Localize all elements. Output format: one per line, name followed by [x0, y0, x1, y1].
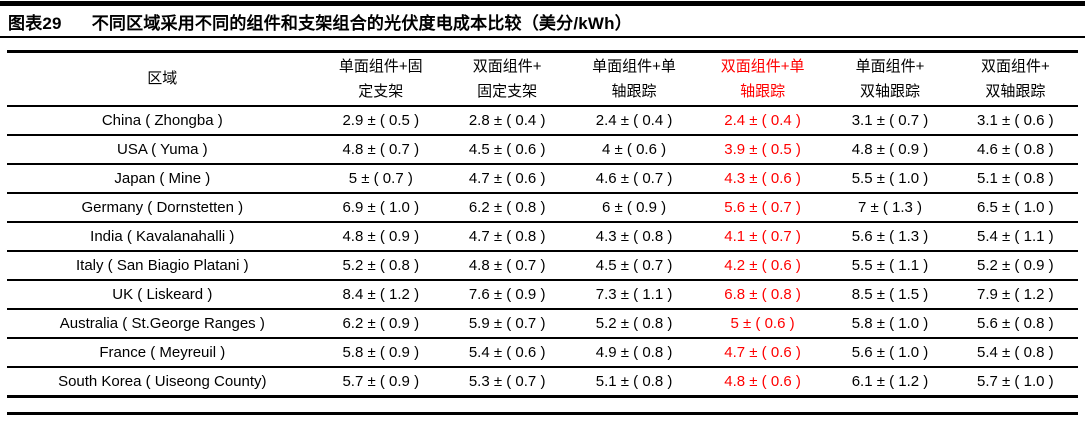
value-cell: 4.8 ± ( 0.7 ) [317, 134, 444, 165]
value-cell: 5.8 ± ( 0.9 ) [317, 337, 444, 368]
value-cell: 5.8 ± ( 1.0 ) [827, 308, 953, 339]
figure-title-row: 图表29 不同区域采用不同的组件和支架组合的光伏度电成本比较（美分/kWh） [8, 9, 1081, 34]
table-header-row: 区域 单面组件+固 定支架 双面组件+ 固定支架 单面组件+单 轴跟踪 双面组件… [7, 50, 1078, 107]
value-cell: 6.9 ± ( 1.0 ) [317, 192, 444, 223]
value-cell: 5.7 ± ( 0.9 ) [317, 366, 444, 398]
table-row-uk: UK ( Liskeard ) 8.4 ± ( 1.2 ) 7.6 ± ( 0.… [7, 279, 1078, 310]
value-cell-highlight: 5 ± ( 0.6 ) [697, 308, 828, 339]
value-cell-highlight: 4.3 ± ( 0.6 ) [697, 163, 828, 194]
table-row-italy: Italy ( San Biagio Platani ) 5.2 ± ( 0.8… [7, 250, 1078, 281]
col-header-bi-fixed: 双面组件+ 固定支架 [443, 50, 571, 107]
value-cell: 8.5 ± ( 1.5 ) [827, 279, 953, 310]
value-cell: 5 ± ( 0.7 ) [317, 163, 444, 194]
value-cell: 6.5 ± ( 1.0 ) [952, 192, 1078, 223]
value-cell: 5.6 ± ( 1.3 ) [827, 221, 953, 252]
table-row-japan: Japan ( Mine ) 5 ± ( 0.7 ) 4.7 ± ( 0.6 )… [7, 163, 1078, 194]
value-cell: 6.2 ± ( 0.8 ) [443, 192, 571, 223]
value-cell: 4.8 ± ( 0.9 ) [317, 221, 444, 252]
value-cell: 5.5 ± ( 1.1 ) [827, 250, 953, 281]
region-cell: South Korea ( Uiseong County) [7, 366, 318, 398]
value-cell-highlight: 5.6 ± ( 0.7 ) [697, 192, 828, 223]
value-cell: 5.1 ± ( 0.8 ) [570, 366, 698, 398]
value-cell: 4.5 ± ( 0.6 ) [443, 134, 571, 165]
region-cell: Germany ( Dornstetten ) [7, 192, 318, 223]
region-cell: India ( Kavalanahalli ) [7, 221, 318, 252]
value-cell: 4.6 ± ( 0.8 ) [952, 134, 1078, 165]
table-row-south-korea: South Korea ( Uiseong County) 5.7 ± ( 0.… [7, 366, 1078, 398]
table-row-france: France ( Meyreuil ) 5.8 ± ( 0.9 ) 5.4 ± … [7, 337, 1078, 368]
col-header-mono-dual-axis: 单面组件+ 双轴跟踪 [827, 50, 953, 107]
value-cell: 5.5 ± ( 1.0 ) [827, 163, 953, 194]
top-rule-divider [0, 1, 1085, 6]
value-cell: 2.9 ± ( 0.5 ) [317, 105, 444, 136]
table-row-germany: Germany ( Dornstetten ) 6.9 ± ( 1.0 ) 6.… [7, 192, 1078, 223]
value-cell: 5.6 ± ( 1.0 ) [827, 337, 953, 368]
bottom-rule-divider [7, 412, 1078, 415]
region-cell: USA ( Yuma ) [7, 134, 318, 165]
table-row-australia: Australia ( St.George Ranges ) 6.2 ± ( 0… [7, 308, 1078, 339]
value-cell: 2.8 ± ( 0.4 ) [443, 105, 571, 136]
region-cell: France ( Meyreuil ) [7, 337, 318, 368]
value-cell: 8.4 ± ( 1.2 ) [317, 279, 444, 310]
table-row-china: China ( Zhongba ) 2.9 ± ( 0.5 ) 2.8 ± ( … [7, 105, 1078, 136]
value-cell: 5.4 ± ( 0.8 ) [952, 337, 1078, 368]
value-cell: 3.1 ± ( 0.6 ) [952, 105, 1078, 136]
value-cell: 5.2 ± ( 0.9 ) [952, 250, 1078, 281]
value-cell-highlight: 4.1 ± ( 0.7 ) [697, 221, 828, 252]
value-cell-highlight: 3.9 ± ( 0.5 ) [697, 134, 828, 165]
region-cell: Japan ( Mine ) [7, 163, 318, 194]
value-cell: 5.2 ± ( 0.8 ) [317, 250, 444, 281]
value-cell: 3.1 ± ( 0.7 ) [827, 105, 953, 136]
value-cell: 7.6 ± ( 0.9 ) [443, 279, 571, 310]
value-cell: 2.4 ± ( 0.4 ) [570, 105, 698, 136]
value-cell-highlight: 2.4 ± ( 0.4 ) [697, 105, 828, 136]
region-cell: UK ( Liskeard ) [7, 279, 318, 310]
value-cell: 7 ± ( 1.3 ) [827, 192, 953, 223]
region-cell: China ( Zhongba ) [7, 105, 318, 136]
table-row-usa: USA ( Yuma ) 4.8 ± ( 0.7 ) 4.5 ± ( 0.6 )… [7, 134, 1078, 165]
value-cell: 4.7 ± ( 0.6 ) [443, 163, 571, 194]
col-header-bi-single-axis: 双面组件+单 轴跟踪 [697, 50, 828, 107]
region-cell: Italy ( San Biagio Platani ) [7, 250, 318, 281]
value-cell: 4.5 ± ( 0.7 ) [570, 250, 698, 281]
value-cell-highlight: 4.2 ± ( 0.6 ) [697, 250, 828, 281]
figure-title: 不同区域采用不同的组件和支架组合的光伏度电成本比较（美分/kWh） [91, 14, 632, 33]
title-underline-divider [0, 36, 1085, 38]
value-cell: 5.3 ± ( 0.7 ) [443, 366, 571, 398]
value-cell: 6.1 ± ( 1.2 ) [827, 366, 953, 398]
value-cell-highlight: 4.7 ± ( 0.6 ) [697, 337, 828, 368]
region-cell: Australia ( St.George Ranges ) [7, 308, 318, 339]
col-header-region: 区域 [7, 50, 318, 107]
value-cell: 4.7 ± ( 0.8 ) [443, 221, 571, 252]
value-cell-highlight: 6.8 ± ( 0.8 ) [697, 279, 828, 310]
value-cell: 4 ± ( 0.6 ) [570, 134, 698, 165]
value-cell: 5.4 ± ( 1.1 ) [952, 221, 1078, 252]
value-cell: 4.3 ± ( 0.8 ) [570, 221, 698, 252]
table-row-india: India ( Kavalanahalli ) 4.8 ± ( 0.9 ) 4.… [7, 221, 1078, 252]
value-cell: 7.3 ± ( 1.1 ) [570, 279, 698, 310]
value-cell: 5.4 ± ( 0.6 ) [443, 337, 571, 368]
value-cell-highlight: 4.8 ± ( 0.6 ) [697, 366, 828, 398]
value-cell: 4.8 ± ( 0.9 ) [827, 134, 953, 165]
value-cell: 5.9 ± ( 0.7 ) [443, 308, 571, 339]
col-header-bi-dual-axis: 双面组件+ 双轴跟踪 [952, 50, 1078, 107]
value-cell: 7.9 ± ( 1.2 ) [952, 279, 1078, 310]
value-cell: 4.8 ± ( 0.7 ) [443, 250, 571, 281]
figure-label: 图表29 [8, 14, 62, 33]
value-cell: 4.9 ± ( 0.8 ) [570, 337, 698, 368]
value-cell: 5.2 ± ( 0.8 ) [570, 308, 698, 339]
value-cell: 5.6 ± ( 0.8 ) [952, 308, 1078, 339]
value-cell: 4.6 ± ( 0.7 ) [570, 163, 698, 194]
value-cell: 6.2 ± ( 0.9 ) [317, 308, 444, 339]
value-cell: 6 ± ( 0.9 ) [570, 192, 698, 223]
lcoe-comparison-table: 区域 单面组件+固 定支架 双面组件+ 固定支架 单面组件+单 轴跟踪 双面组件… [7, 50, 1078, 398]
col-header-mono-fixed: 单面组件+固 定支架 [317, 50, 444, 107]
col-header-mono-single-axis: 单面组件+单 轴跟踪 [570, 50, 698, 107]
value-cell: 5.1 ± ( 0.8 ) [952, 163, 1078, 194]
value-cell: 5.7 ± ( 1.0 ) [952, 366, 1078, 398]
